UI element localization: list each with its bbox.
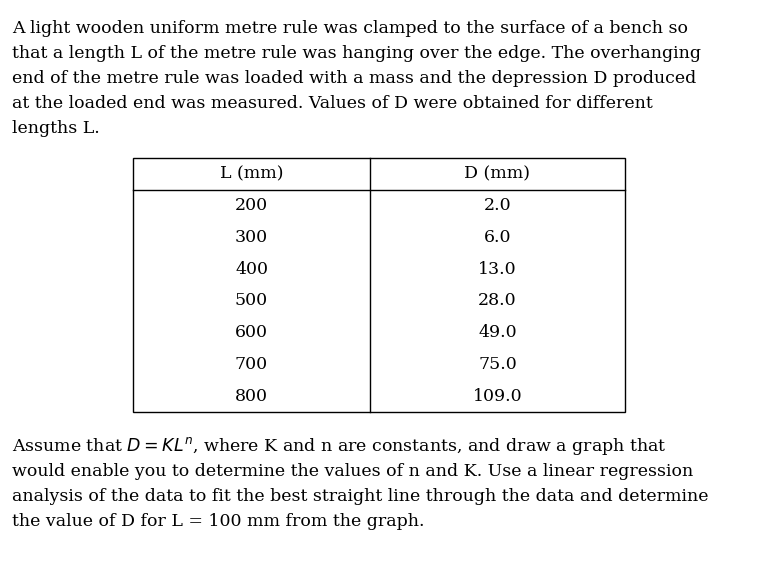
Text: 2.0: 2.0 — [484, 197, 512, 214]
Text: the value of D for L = 100 mm from the graph.: the value of D for L = 100 mm from the g… — [12, 513, 424, 530]
Text: lengths L.: lengths L. — [12, 120, 100, 137]
Text: 13.0: 13.0 — [478, 261, 517, 278]
Text: would enable you to determine the values of n and K. Use a linear regression: would enable you to determine the values… — [12, 463, 694, 480]
Text: 49.0: 49.0 — [478, 324, 517, 341]
Text: 200: 200 — [235, 197, 268, 214]
Text: at the loaded end was measured. Values of D were obtained for different: at the loaded end was measured. Values o… — [12, 95, 653, 112]
Text: 6.0: 6.0 — [484, 229, 511, 246]
Text: A light wooden uniform metre rule was clamped to the surface of a bench so: A light wooden uniform metre rule was cl… — [12, 20, 688, 37]
Text: 28.0: 28.0 — [478, 292, 517, 309]
Text: analysis of the data to fit the best straight line through the data and determin: analysis of the data to fit the best str… — [12, 488, 709, 505]
Text: 75.0: 75.0 — [478, 356, 517, 373]
Text: 500: 500 — [235, 292, 268, 309]
Text: 109.0: 109.0 — [473, 388, 522, 405]
Text: D (mm): D (mm) — [465, 165, 531, 183]
Text: 300: 300 — [235, 229, 268, 246]
Text: 400: 400 — [235, 261, 268, 278]
Text: L (mm): L (mm) — [220, 165, 283, 183]
Text: Assume that $D = KL^{n}$, where K and n are constants, and draw a graph that: Assume that $D = KL^{n}$, where K and n … — [12, 435, 666, 457]
Text: 600: 600 — [235, 324, 268, 341]
Text: that a length L of the metre rule was hanging over the edge. The overhanging: that a length L of the metre rule was ha… — [12, 45, 701, 62]
Text: end of the metre rule was loaded with a mass and the depression D produced: end of the metre rule was loaded with a … — [12, 70, 697, 87]
Text: 800: 800 — [235, 388, 268, 405]
Bar — [133, 158, 625, 412]
Text: 700: 700 — [235, 356, 268, 373]
